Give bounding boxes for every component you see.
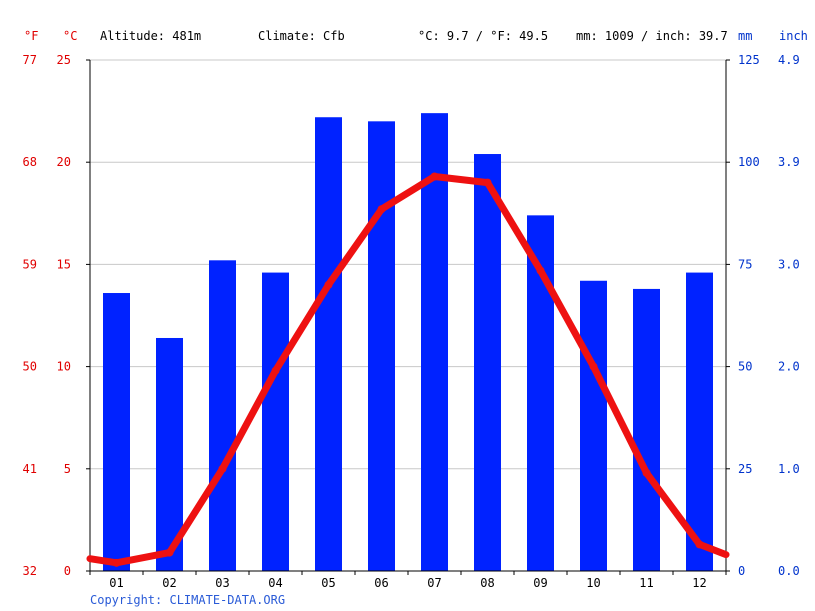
precipitation-bar xyxy=(315,117,342,572)
x-axis-category-label: 11 xyxy=(639,576,653,590)
left-axis-f-label: 50 xyxy=(23,360,37,374)
left-axis-c-label: 15 xyxy=(57,257,71,271)
right-axis-mm-label: 50 xyxy=(738,360,752,374)
precipitation-bars xyxy=(103,113,713,572)
temperature-point xyxy=(483,178,492,187)
x-axis-category-label: 02 xyxy=(162,576,176,590)
right-axis-mm-label: 100 xyxy=(738,155,760,169)
x-axis-category-label: 12 xyxy=(692,576,706,590)
left-axis-c-label: 25 xyxy=(57,53,71,67)
temperature-point xyxy=(642,468,651,477)
left-axis-f-label: 59 xyxy=(23,257,37,271)
temperature-point xyxy=(271,366,280,375)
precipitation-bar xyxy=(262,272,289,571)
left-axis-c-label: 0 xyxy=(64,564,71,578)
right-axis-inch-label: 3.0 xyxy=(778,257,800,271)
precipitation-bar xyxy=(368,121,395,571)
temperature-series-line xyxy=(86,173,730,567)
altitude-label: Altitude: 481m xyxy=(100,29,201,43)
right-axis-inch-label: 0.0 xyxy=(778,564,800,578)
left-axis-f-label: 41 xyxy=(23,462,37,476)
right-axis-inch-label: 3.9 xyxy=(778,155,800,169)
temperature-point xyxy=(112,558,121,567)
precipitation-bar xyxy=(103,293,130,571)
left-axis-f-label: 32 xyxy=(23,564,37,578)
temperature-point xyxy=(430,172,439,181)
right-axis-mm-label: 25 xyxy=(738,462,752,476)
temperature-line xyxy=(86,172,730,567)
axes xyxy=(86,59,730,575)
right-axis-mm-label: 0 xyxy=(738,564,745,578)
x-axis-category-label: 06 xyxy=(374,576,388,590)
precipitation-bar xyxy=(474,154,501,572)
temperature-point xyxy=(165,548,174,557)
unit-mm-label: mm xyxy=(738,29,752,43)
temperature-point xyxy=(695,540,704,549)
climate-label: Climate: Cfb xyxy=(258,29,345,43)
temperature-average-label: °C: 9.7 / °F: 49.5 xyxy=(418,29,548,43)
copyright-text: Copyright: CLIMATE-DATA.ORG xyxy=(90,593,285,607)
tick-labels: 32 0 41 5 50 10 59 15 68 20 77 25 0 0.0 25 1.0 50 2.0 75 3.… xyxy=(23,53,800,590)
x-axis-category-label: 04 xyxy=(268,576,282,590)
precipitation-total-label: mm: 1009 / inch: 39.7 xyxy=(576,29,728,43)
temperature-point xyxy=(589,362,598,371)
left-axis-c-label: 5 xyxy=(64,462,71,476)
left-axis-c-label: 10 xyxy=(57,360,71,374)
left-axis-c-label: 20 xyxy=(57,155,71,169)
temperature-point xyxy=(324,280,333,289)
left-axis-f-label: 68 xyxy=(23,155,37,169)
unit-fahrenheit-label: °F xyxy=(24,29,38,43)
x-axis-category-label: 05 xyxy=(321,576,335,590)
right-axis-mm-label: 75 xyxy=(738,257,752,271)
x-axis-category-label: 08 xyxy=(480,576,494,590)
precipitation-bar xyxy=(580,280,607,571)
unit-celsius-label: °C xyxy=(63,29,77,43)
gridlines xyxy=(90,59,726,470)
right-axis-inch-label: 2.0 xyxy=(778,360,800,374)
right-axis-inch-label: 4.9 xyxy=(778,53,800,67)
precipitation-bar xyxy=(686,272,713,571)
x-axis-category-label: 10 xyxy=(586,576,600,590)
temperature-point xyxy=(536,266,545,275)
temperature-point xyxy=(377,205,386,214)
x-axis-category-label: 01 xyxy=(109,576,123,590)
right-axis-inch-label: 1.0 xyxy=(778,462,800,476)
unit-inch-label: inch xyxy=(779,29,808,43)
precipitation-bar xyxy=(209,260,236,571)
precipitation-bar xyxy=(421,113,448,572)
right-axis-mm-label: 125 xyxy=(738,53,760,67)
left-axis-f-label: 77 xyxy=(23,53,37,67)
x-axis-category-label: 09 xyxy=(533,576,547,590)
x-axis-category-label: 03 xyxy=(215,576,229,590)
x-axis-category-label: 07 xyxy=(427,576,441,590)
temperature-point xyxy=(218,464,227,473)
precipitation-bar xyxy=(633,288,660,571)
